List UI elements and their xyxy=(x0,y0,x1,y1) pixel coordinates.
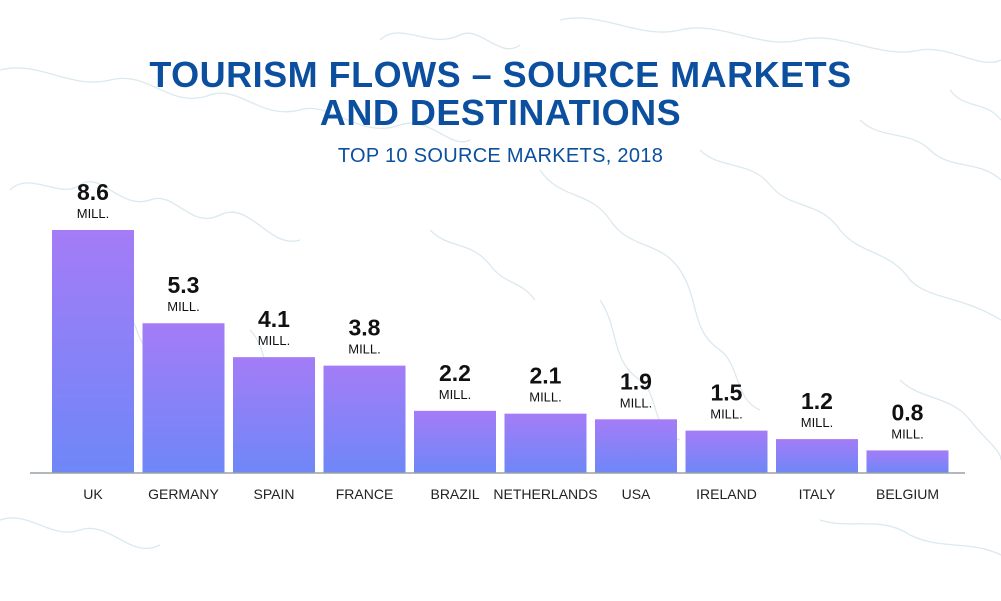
value-label-ireland: 1.5 xyxy=(711,380,743,406)
category-label-france: FRANCE xyxy=(336,486,394,502)
value-label-italy: 1.2 xyxy=(801,388,833,414)
chart-subtitle: TOP 10 SOURCE MARKETS, 2018 xyxy=(337,145,664,167)
page-title-line-2: AND DESTINATIONS xyxy=(319,92,682,133)
bar-france xyxy=(323,365,406,473)
bar-spain xyxy=(233,357,315,473)
value-label-brazil: 2.2 xyxy=(439,360,471,386)
unit-label: MILL. xyxy=(620,395,653,410)
value-label-spain: 4.1 xyxy=(258,306,290,332)
bar-uk xyxy=(52,230,134,473)
category-label-germany: GERMANY xyxy=(148,486,219,502)
category-label-brazil: BRAZIL xyxy=(430,486,479,502)
unit-label: MILL. xyxy=(439,387,472,402)
unit-label: MILL. xyxy=(348,342,381,357)
unit-label: MILL. xyxy=(891,426,924,441)
category-label-uk: UK xyxy=(83,486,103,502)
bar-germany xyxy=(142,323,225,473)
bar-italy xyxy=(776,439,858,473)
value-label-uk: 8.6 xyxy=(77,179,109,205)
unit-label: MILL. xyxy=(710,407,743,422)
unit-label: MILL. xyxy=(167,299,200,314)
unit-label: MILL. xyxy=(258,333,291,348)
value-label-netherlands: 2.1 xyxy=(530,363,562,389)
value-label-france: 3.8 xyxy=(349,315,381,341)
unit-label: MILL. xyxy=(801,415,834,430)
bar-ireland xyxy=(685,430,768,473)
category-label-netherlands: NETHERLANDS xyxy=(493,486,597,502)
unit-label: MILL. xyxy=(529,390,562,405)
unit-label: MILL. xyxy=(77,206,110,221)
category-label-belgium: BELGIUM xyxy=(876,486,939,502)
bar-netherlands xyxy=(504,413,587,473)
value-label-germany: 5.3 xyxy=(168,272,200,298)
category-label-spain: SPAIN xyxy=(254,486,295,502)
page-title-line-1: TOURISM FLOWS – SOURCE MARKETS xyxy=(149,54,852,95)
value-label-belgium: 0.8 xyxy=(892,399,924,425)
category-label-ireland: IRELAND xyxy=(696,486,757,502)
bar-belgium xyxy=(866,450,949,473)
value-label-usa: 1.9 xyxy=(620,368,652,394)
bar-brazil xyxy=(414,410,496,473)
category-label-usa: USA xyxy=(622,486,651,502)
bar-usa xyxy=(595,419,677,473)
category-label-italy: ITALY xyxy=(799,486,836,502)
